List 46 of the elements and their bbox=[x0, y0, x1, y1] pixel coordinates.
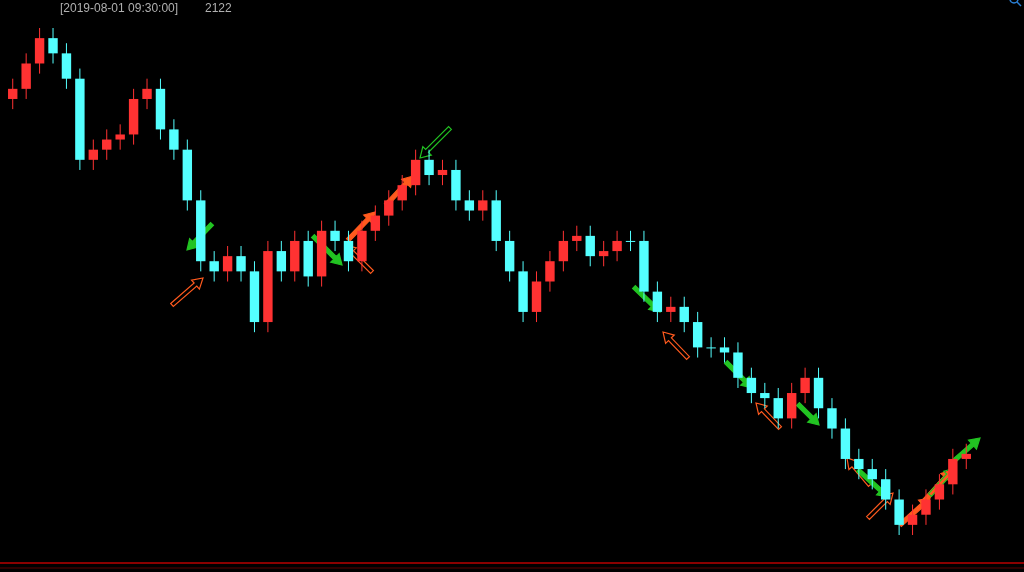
candlestick bbox=[558, 230, 569, 272]
candlestick bbox=[719, 336, 730, 364]
candlestick bbox=[679, 296, 689, 333]
candlestick bbox=[236, 245, 246, 282]
candlestick bbox=[585, 225, 595, 267]
candlestick bbox=[478, 189, 488, 222]
candlestick bbox=[880, 468, 891, 511]
candlestick bbox=[867, 458, 877, 490]
candlestick bbox=[800, 367, 810, 404]
candlestick bbox=[773, 387, 783, 430]
candlestick bbox=[612, 230, 622, 262]
candlestick bbox=[424, 149, 434, 186]
candlestick bbox=[222, 245, 233, 282]
candlestick bbox=[760, 382, 770, 409]
candlestick bbox=[142, 78, 152, 110]
candlestick bbox=[397, 174, 407, 212]
candlestick bbox=[572, 225, 582, 252]
candlestick bbox=[545, 250, 555, 293]
candlestick bbox=[88, 139, 99, 171]
candlestick bbox=[666, 296, 676, 323]
candlestick bbox=[343, 230, 354, 272]
candlestick bbox=[921, 488, 931, 526]
candlestick bbox=[115, 123, 125, 151]
candlestick bbox=[652, 281, 663, 323]
candlestick bbox=[384, 189, 394, 227]
text: 2122 bbox=[205, 1, 233, 15]
candlestick bbox=[209, 250, 219, 282]
candlestick bbox=[276, 240, 287, 282]
candlestick bbox=[934, 473, 945, 511]
candlestick bbox=[8, 78, 18, 110]
candlestick bbox=[437, 159, 448, 186]
candlestick bbox=[854, 448, 864, 480]
candlestick bbox=[625, 230, 636, 252]
candlestick bbox=[48, 27, 58, 64]
candlestick bbox=[169, 118, 179, 161]
candlestick bbox=[706, 336, 716, 359]
candlestick bbox=[330, 220, 340, 252]
text: [2019-08-01 09:30:00] bbox=[60, 1, 179, 15]
candlestick bbox=[961, 443, 971, 470]
candlestick bbox=[746, 367, 757, 404]
candlestick bbox=[827, 397, 837, 440]
candlestick bbox=[370, 204, 381, 242]
candlestick bbox=[102, 128, 112, 161]
candlestick bbox=[464, 189, 475, 222]
candlestick bbox=[598, 240, 609, 267]
candlestick bbox=[907, 504, 918, 536]
